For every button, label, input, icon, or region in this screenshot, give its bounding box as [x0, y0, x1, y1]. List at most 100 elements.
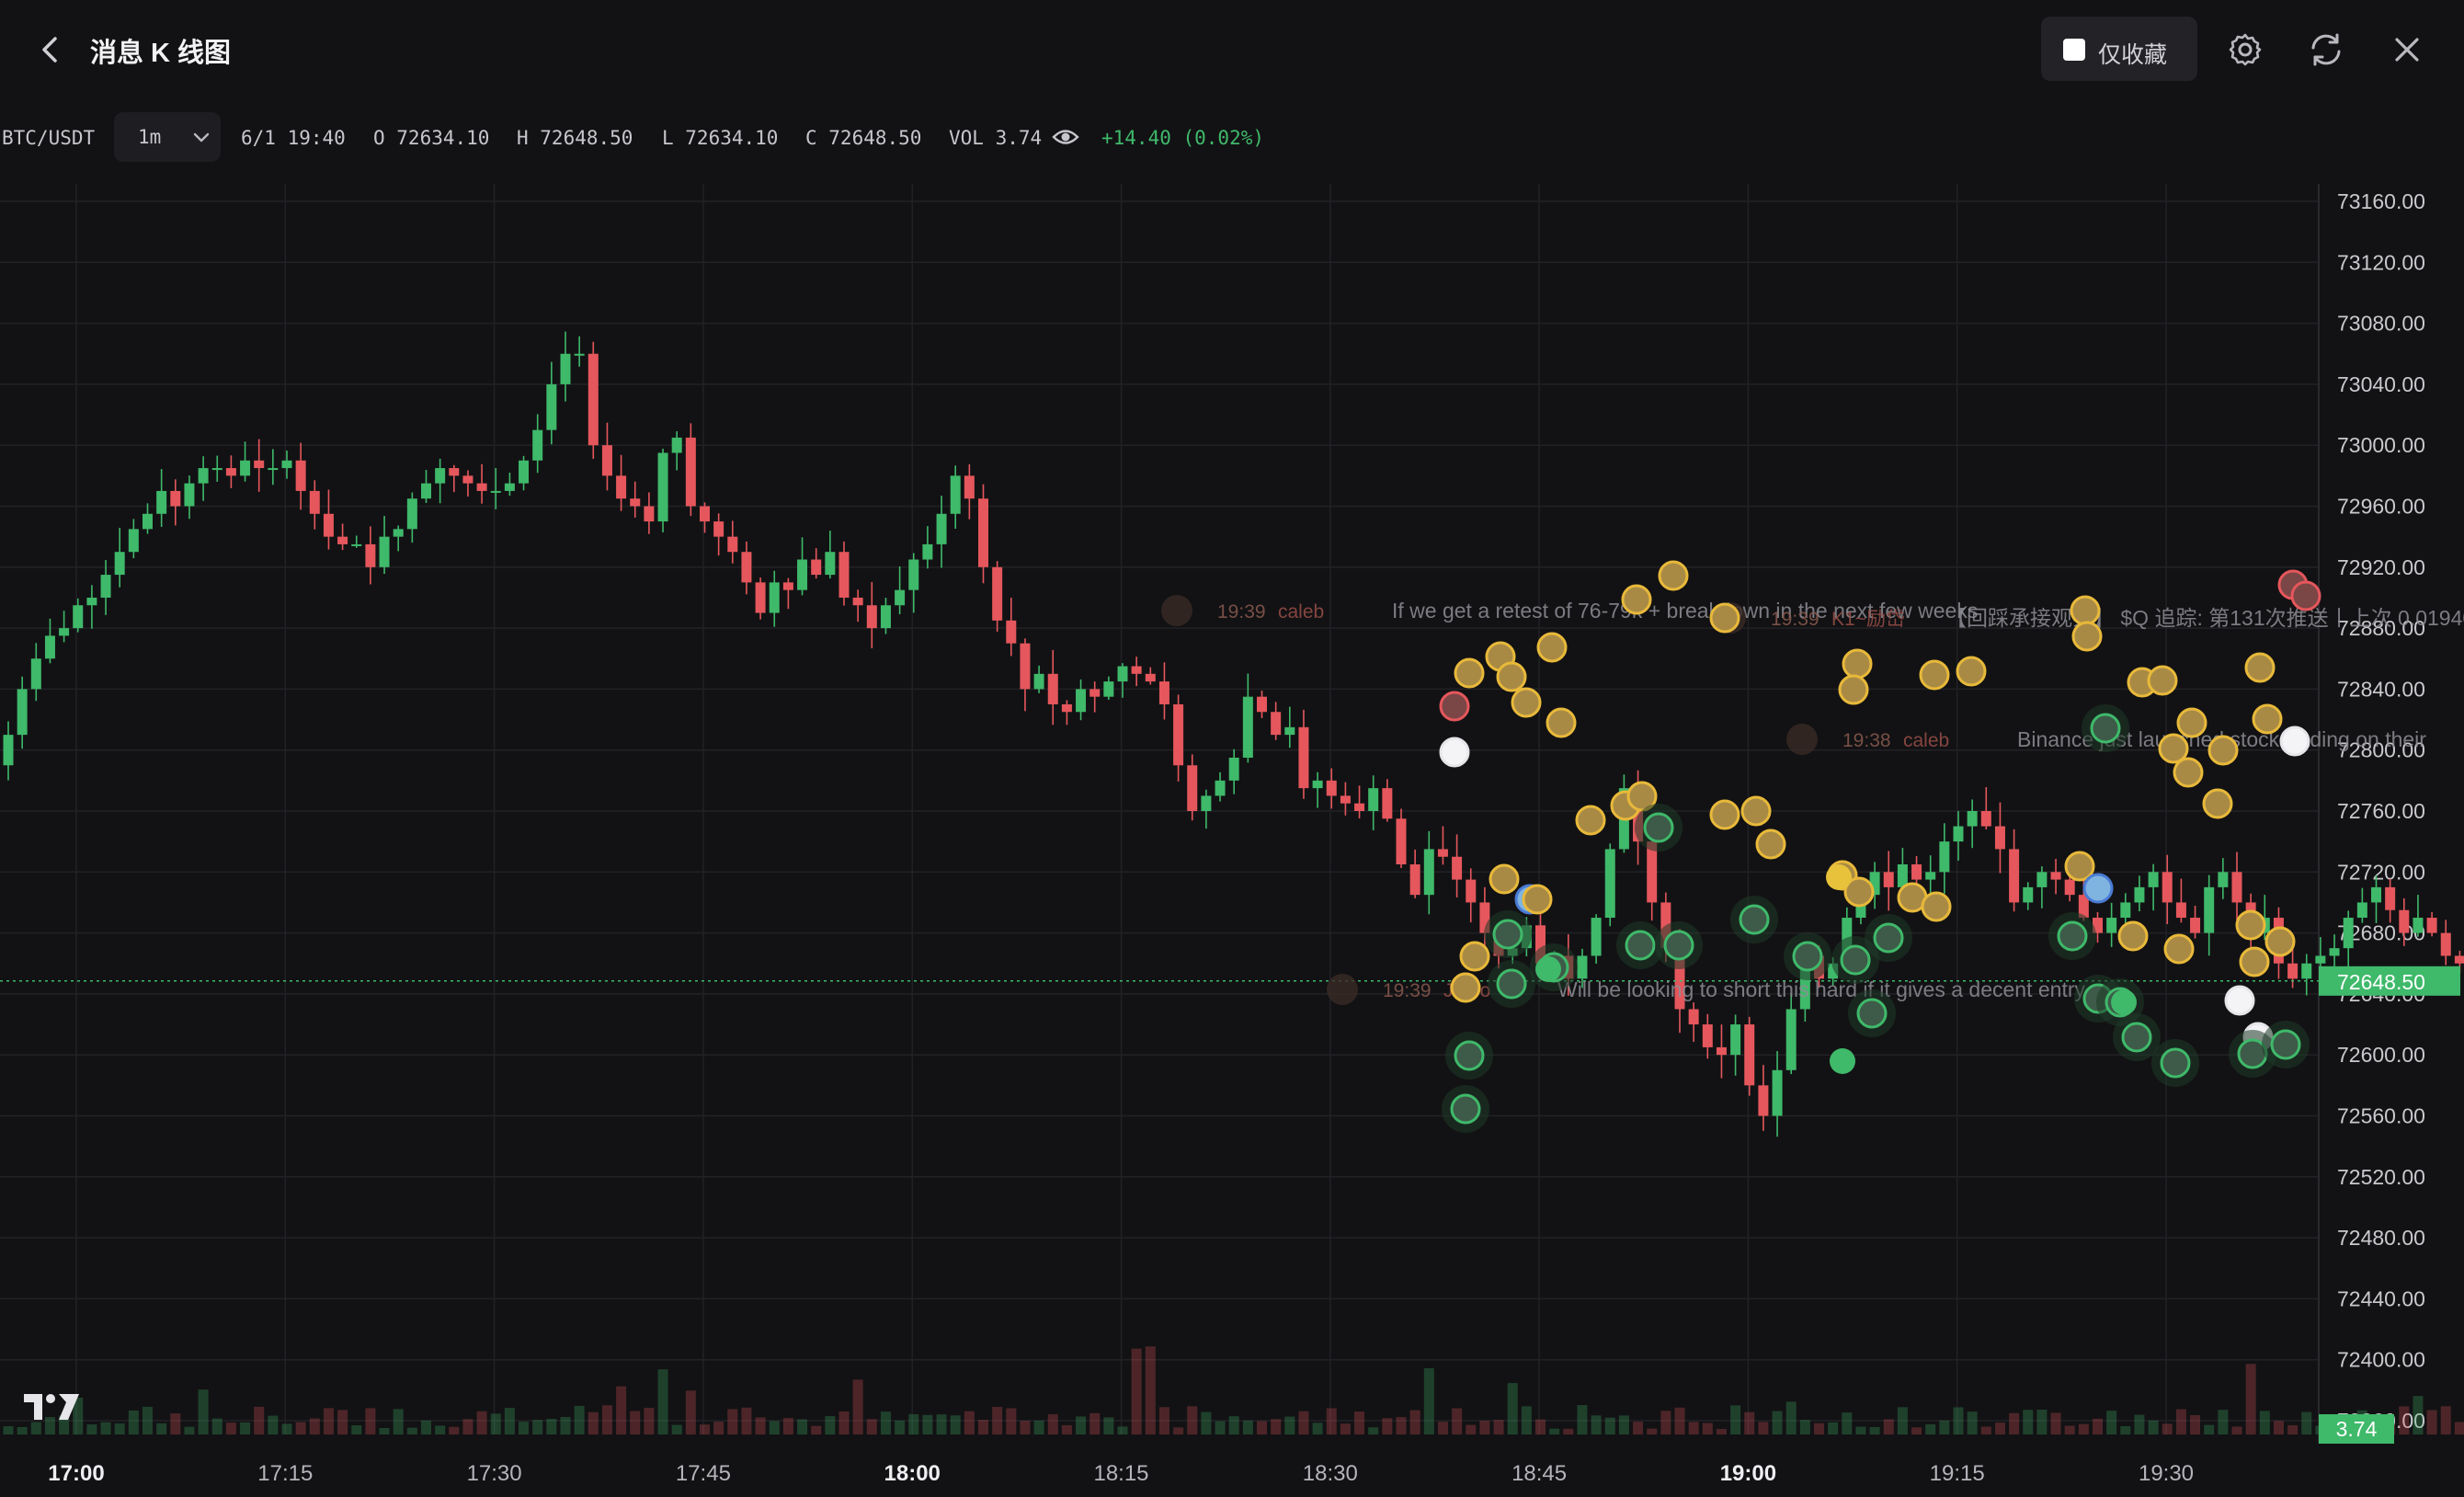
y-tick-label: 72600.00	[2337, 1043, 2425, 1067]
volume-bar	[59, 1415, 70, 1434]
candle-down	[782, 582, 793, 590]
candle-up	[406, 498, 417, 530]
volume-bar	[532, 1420, 543, 1434]
volume-bar	[295, 1422, 306, 1434]
refresh-icon[interactable]	[2304, 28, 2348, 72]
candle-up	[1117, 666, 1128, 682]
candle-up	[922, 543, 933, 560]
volume-bar	[657, 1369, 668, 1434]
avatar-marker	[1454, 1040, 1485, 1071]
volume-bar	[964, 1411, 975, 1434]
volume-bar	[1967, 1411, 1978, 1434]
candle-up	[421, 483, 431, 499]
candle-down	[1298, 726, 1309, 789]
candle-down	[1883, 872, 1894, 887]
volume-bar	[782, 1418, 793, 1434]
volume-bar	[755, 1417, 766, 1434]
volume-bar	[700, 1424, 710, 1434]
avatar-marker	[1740, 795, 1772, 827]
volume-bar	[1117, 1426, 1128, 1434]
candle-down	[1744, 1024, 1755, 1086]
volume-bar	[2273, 1421, 2284, 1434]
candle-up	[769, 582, 780, 613]
volume-bar	[2134, 1414, 2145, 1434]
candle-down	[1047, 673, 1058, 704]
candle-up	[1925, 872, 1936, 880]
candle-up	[1201, 795, 1212, 811]
volume-bar	[2413, 1396, 2424, 1434]
candle-up	[2301, 963, 2312, 979]
candle-down	[2050, 872, 2061, 880]
candle-up	[490, 490, 501, 493]
candle-down	[992, 566, 1003, 621]
avatar-marker	[2270, 1029, 2301, 1060]
volume-bar	[2009, 1412, 2020, 1434]
gear-icon[interactable]	[2223, 28, 2267, 72]
candle-down	[1257, 696, 1267, 713]
volume-bar	[504, 1408, 515, 1434]
avatar-marker	[2121, 1022, 2152, 1053]
volume-bar	[2064, 1425, 2075, 1434]
candle-up	[1577, 955, 1588, 979]
volume-bar	[1883, 1419, 1894, 1434]
candle-down	[713, 521, 724, 537]
eye-icon[interactable]	[1052, 125, 1079, 149]
close-icon[interactable]	[2385, 28, 2429, 72]
candle-up	[2343, 918, 2354, 949]
avatar-marker	[2252, 703, 2283, 735]
interval-value: 1m	[138, 126, 162, 148]
volume-bar	[1785, 1401, 1797, 1434]
candle-down	[2440, 932, 2451, 956]
volume-bar	[1312, 1423, 1323, 1434]
favorites-checkbox[interactable]	[2063, 39, 2085, 61]
candle-down	[337, 536, 348, 544]
x-tick-label: 19:30	[2139, 1461, 2194, 1486]
symbol-label[interactable]: BTC/USDT	[2, 127, 96, 149]
volume-bar	[769, 1421, 780, 1434]
volume-bar	[1158, 1407, 1169, 1434]
avatar-marker	[1459, 941, 1490, 972]
avatar-dot	[2111, 989, 2137, 1015]
volume-bar	[2078, 1423, 2089, 1434]
candle-down	[309, 490, 320, 514]
volume-bar	[1507, 1383, 1518, 1434]
candle-down	[741, 552, 752, 583]
candle-up	[546, 383, 557, 430]
low-value: L 72634.10	[662, 127, 779, 149]
volume-bar	[601, 1405, 612, 1434]
volume-bar	[616, 1386, 627, 1434]
message-avatar	[1786, 724, 1818, 755]
message-time: 19:38	[1842, 730, 1891, 751]
avatar-marker	[2090, 713, 2121, 744]
back-icon[interactable]	[28, 28, 72, 72]
volume-bar	[644, 1408, 655, 1434]
avatar-marker	[1454, 657, 1485, 689]
message-text: Will be looking to short this hard if it…	[1557, 977, 2086, 1001]
avatar-dot	[1535, 956, 1561, 982]
avatar-marker	[2290, 580, 2321, 611]
candle-up	[17, 689, 28, 736]
interval-select[interactable]: 1m	[114, 112, 221, 162]
candle-up	[211, 468, 222, 471]
volume-bar	[379, 1428, 390, 1434]
avatar-marker	[1621, 584, 1652, 615]
avatar-marker	[1489, 863, 1520, 895]
candle-up	[2413, 918, 2424, 933]
candle-down	[449, 468, 460, 476]
avatar-marker	[1626, 781, 1658, 812]
y-tick-label: 73120.00	[2337, 250, 2425, 274]
candle-up	[1242, 696, 1253, 758]
volume-bar	[574, 1405, 585, 1434]
avatar-marker	[2158, 733, 2189, 764]
candle-up	[2356, 902, 2367, 919]
volume-bar	[143, 1406, 153, 1434]
message-time: 19:39	[1217, 601, 1266, 623]
volume-bar	[2454, 1422, 2464, 1434]
volume-bar	[1855, 1426, 1866, 1434]
avatar-marker	[2279, 726, 2310, 757]
favorites-only-toggle[interactable]: 仅收藏	[2041, 17, 2197, 81]
candlestick-chart[interactable]: 73160.00 73120.00 73080.00 73040.00 73000.00…	[0, 184, 2464, 1497]
avatar-marker	[2163, 933, 2195, 965]
candle-up	[1799, 955, 1810, 1010]
message-user: caleb	[1278, 601, 1324, 623]
